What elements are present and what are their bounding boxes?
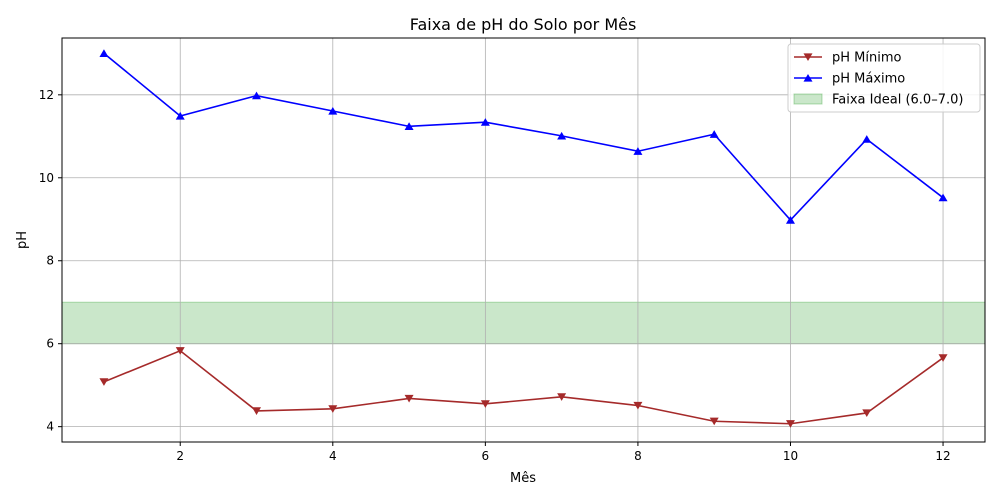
series-1-point xyxy=(175,347,185,355)
legend-label-2: pH Máximo xyxy=(832,72,905,87)
series-1-point xyxy=(99,378,109,386)
series-line-1 xyxy=(103,349,944,425)
ideal-range-band xyxy=(61,301,986,345)
series-1-point xyxy=(785,420,795,428)
x-tick-label: 2 xyxy=(176,449,184,463)
y-tick-label: 8 xyxy=(46,254,54,268)
plot-area: 2 4 6 8 10 12 4 6 8 10 12 xyxy=(39,37,986,463)
legend-marker-2 xyxy=(803,73,813,82)
y-tick-label: 12 xyxy=(39,88,54,102)
x-tick-label: 12 xyxy=(935,449,950,463)
y-axis-label: pH xyxy=(15,231,30,249)
legend: pH Mínimo pH Máximo Faixa Ideal (6.0–7.0) xyxy=(787,43,981,113)
series-1-point xyxy=(328,405,338,413)
y-tick-label: 4 xyxy=(46,420,54,434)
series-2-point xyxy=(938,193,948,202)
x-tick-label: 10 xyxy=(783,449,798,463)
series-1-point xyxy=(709,417,719,426)
x-tick-label: 4 xyxy=(329,449,337,463)
legend-marker-1 xyxy=(803,53,813,62)
chart-title: Faixa de pH do Solo por Mês xyxy=(410,15,637,34)
legend-label-1: pH Mínimo xyxy=(832,51,902,66)
series-1-point xyxy=(557,393,567,401)
series-1-point xyxy=(252,407,262,415)
legend-box xyxy=(787,43,981,113)
series-1-point xyxy=(938,354,948,362)
series-2-point xyxy=(785,216,795,224)
series-1-point xyxy=(862,409,872,418)
series-1-point xyxy=(404,394,414,403)
series-1-point xyxy=(633,401,643,410)
legend-label-band: Faixa Ideal (6.0–7.0) xyxy=(832,93,963,108)
series-2-point xyxy=(99,49,109,57)
series-2-point xyxy=(252,91,262,100)
series-1-point xyxy=(480,400,490,408)
x-tick-label: 8 xyxy=(634,449,642,463)
plot-frame xyxy=(61,37,986,443)
x-axis-label: Mês xyxy=(510,471,536,486)
y-tick-label: 10 xyxy=(39,171,54,185)
series-2-point xyxy=(175,111,185,120)
series-line-2 xyxy=(103,52,944,222)
series-2-point xyxy=(557,131,567,140)
series-2-point xyxy=(862,135,872,143)
series-2-point xyxy=(328,106,338,115)
series-2-point xyxy=(709,130,719,138)
series-2-point xyxy=(480,118,490,126)
series-2-point xyxy=(404,122,414,130)
y-tick-label: 6 xyxy=(46,337,54,351)
series-2-point xyxy=(633,147,643,155)
x-tick-label: 6 xyxy=(482,449,490,463)
legend-band-swatch xyxy=(793,93,823,105)
